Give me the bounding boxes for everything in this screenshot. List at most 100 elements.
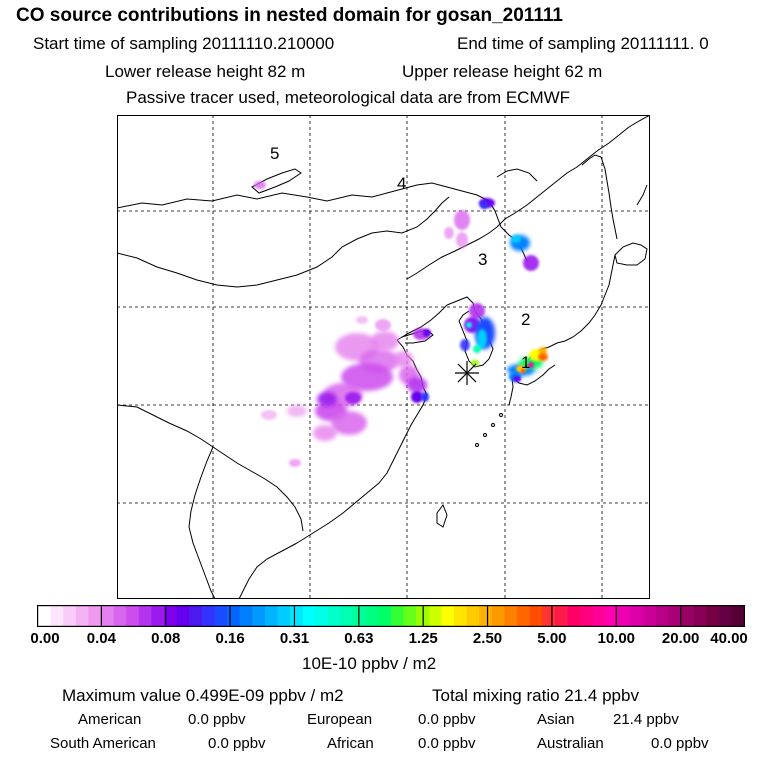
color-bar-swatch	[264, 606, 278, 626]
concentration-patch	[371, 331, 399, 351]
color-bar-swatch	[680, 606, 694, 626]
color-scale-bar	[37, 605, 745, 627]
concentration-patch	[454, 210, 470, 230]
region-name-asian: Asian	[537, 711, 575, 728]
tracer-note: Passive tracer used, meteorological data…	[126, 88, 571, 107]
color-bar-swatch	[605, 606, 619, 626]
region-label-3: 3	[478, 250, 487, 269]
region-value-european: 0.0 ppbv	[418, 711, 476, 728]
color-bar-swatch	[151, 606, 165, 626]
concentration-patch	[469, 303, 485, 319]
region-value-south-american: 0.0 ppbv	[208, 735, 266, 752]
concentration-patch	[375, 319, 391, 331]
color-bar-swatch	[38, 606, 51, 626]
color-scale-tick-label: 1.25	[408, 630, 438, 647]
region-label-1: 1	[521, 353, 530, 372]
color-bar-swatch	[302, 606, 316, 626]
color-bar-swatch	[454, 606, 467, 626]
color-bar-swatch	[542, 606, 556, 626]
color-bar-swatch	[428, 606, 442, 626]
color-bar-swatch	[567, 606, 581, 626]
color-bar-swatch	[706, 606, 720, 626]
region-value-asian: 21.4 ppbv	[613, 711, 679, 728]
color-scale-unit: 10E-10 ppbv / m2	[302, 654, 437, 673]
color-bar-swatch	[580, 606, 594, 626]
concentration-patch	[345, 392, 361, 404]
concentration-patch	[539, 347, 547, 355]
end-time-label: End time of sampling 20111111. 0	[457, 34, 709, 53]
concentration-patch	[317, 392, 337, 406]
concentration-patch	[471, 360, 479, 366]
coastlines-borders	[117, 115, 650, 599]
color-bar-swatch	[164, 606, 177, 626]
color-bar-swatch	[529, 606, 543, 626]
color-scale-tick-label: 5.00	[537, 630, 567, 647]
concentration-patch	[513, 376, 521, 382]
concentration-patch	[261, 410, 277, 420]
color-bar-swatch	[592, 606, 606, 626]
upper-release-label: Upper release height 62 m	[402, 62, 603, 81]
region-name-european: European	[307, 711, 373, 728]
color-scale-tick-label: 10.00	[597, 630, 636, 647]
color-bar-swatch	[378, 606, 392, 626]
concentration-patch	[477, 329, 487, 349]
color-bar-swatch	[391, 606, 404, 626]
color-bar-swatch	[403, 606, 417, 626]
concentration-patch	[421, 392, 429, 402]
color-scale-tick-label: 0.63	[344, 630, 374, 647]
color-bar-swatch	[50, 606, 64, 626]
region-name-south-american: South American	[50, 735, 156, 752]
concentration-patch	[254, 181, 266, 189]
color-bar-swatch	[176, 606, 190, 626]
color-bar-swatch	[668, 606, 682, 626]
color-bar-swatch	[252, 606, 266, 626]
color-bar-swatch	[491, 606, 505, 626]
color-scale-tick-label: 0.04	[86, 630, 116, 647]
color-scale-tick-label: 20.00	[661, 630, 700, 647]
region-name-australian: Australian	[537, 735, 604, 752]
source-contribution-map: 1 2 3 4 5	[117, 115, 650, 599]
concentration-patch	[528, 362, 534, 368]
concentration-patch	[444, 227, 454, 239]
color-bar-swatch	[630, 606, 644, 626]
color-bar-swatch	[353, 606, 367, 626]
region-value-american: 0.0 ppbv	[188, 711, 246, 728]
color-bar-swatch	[239, 606, 253, 626]
color-scale-tick-label: 0.08	[151, 630, 181, 647]
color-bar-swatch	[277, 606, 291, 626]
color-bar-swatch	[365, 606, 379, 626]
concentration-patch	[466, 322, 472, 328]
color-bar-swatch	[88, 606, 102, 626]
concentration-patch	[521, 369, 525, 373]
receptor-asterisk-icon	[455, 361, 479, 385]
color-bar-swatch	[554, 606, 568, 626]
color-bar-swatch	[327, 606, 341, 626]
color-bar-swatch	[504, 606, 518, 626]
color-bar-swatch	[227, 606, 241, 626]
map-title: CO source contributions in nested domain…	[16, 5, 563, 26]
color-bar-swatch	[138, 606, 152, 626]
concentration-patch	[411, 391, 423, 403]
color-bar-swatch	[693, 606, 707, 626]
color-bar-swatch	[731, 606, 745, 626]
color-scale-tick-label: 2.50	[472, 630, 503, 647]
concentration-patch	[473, 345, 481, 353]
concentration-field	[254, 181, 548, 467]
concentration-patch	[511, 235, 521, 243]
color-bar-swatch	[126, 606, 140, 626]
concentration-patch	[287, 405, 307, 417]
color-bar-swatch	[63, 606, 77, 626]
concentration-patch	[393, 351, 413, 367]
color-bar-swatch	[617, 606, 631, 626]
color-bar-frame	[37, 605, 745, 627]
lower-release-label: Lower release height 82 m	[105, 62, 306, 81]
total-mixing-label: Total mixing ratio 21.4 ppbv	[432, 686, 639, 705]
max-value-label: Maximum value 0.499E-09 ppbv / m2	[62, 686, 344, 705]
color-bar-swatch	[643, 606, 657, 626]
region-label-2: 2	[521, 310, 530, 329]
color-scale-tick-label: 40.00	[710, 630, 748, 647]
concentration-patch	[538, 353, 548, 361]
color-scale-tick-label: 0.00	[30, 630, 60, 647]
concentration-patch	[407, 377, 427, 393]
concentration-patch	[356, 316, 368, 324]
